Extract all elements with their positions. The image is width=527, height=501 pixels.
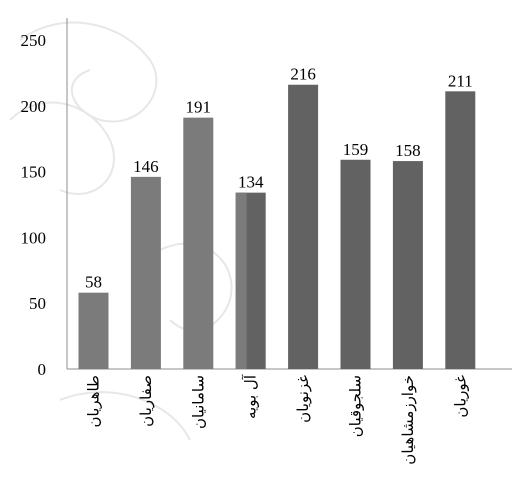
- bar: [288, 84, 319, 369]
- category-label: صفاریان: [137, 375, 155, 427]
- category-label: خوارزمشاهیان: [399, 375, 417, 465]
- bar: [130, 176, 161, 369]
- category-label: سلجوقیان: [347, 375, 365, 437]
- y-tick-label: 0: [38, 360, 47, 379]
- category-label-group: سامانیان: [189, 375, 207, 429]
- data-label: 158: [395, 141, 421, 160]
- category-label-group: طاهریان: [85, 375, 103, 427]
- y-tick-label: 200: [21, 97, 47, 116]
- y-tick-label: 150: [21, 163, 47, 182]
- data-label: 216: [290, 65, 316, 84]
- category-label: غوریان: [451, 375, 469, 418]
- bar-highlight: [235, 192, 247, 369]
- category-label: غزنویان: [294, 375, 312, 423]
- data-label: 159: [343, 140, 369, 159]
- category-label-group: غوریان: [451, 375, 469, 418]
- y-tick-label: 250: [21, 31, 47, 50]
- bar: [78, 292, 109, 369]
- data-label: 211: [448, 71, 473, 90]
- data-label: 146: [133, 157, 159, 176]
- bar: [392, 161, 423, 369]
- category-label: سامانیان: [189, 375, 207, 429]
- bar: [445, 91, 476, 369]
- bars: [78, 84, 476, 369]
- category-labels: طاهریان صفاریان سامانیان آل بویه غزنویان سلجو…: [85, 374, 470, 465]
- data-label: 58: [85, 273, 102, 292]
- category-label: آل بویه: [242, 374, 260, 419]
- y-tick-label: 50: [29, 294, 46, 313]
- category-label-group: صفاریان: [137, 375, 155, 427]
- y-axis-ticks: 0 50 100 150 200 250: [21, 31, 47, 379]
- bar: [183, 117, 214, 369]
- category-label: طاهریان: [85, 375, 103, 427]
- data-labels: 58 146 191 134 216 159 158 211: [85, 65, 473, 292]
- y-tick-label: 100: [21, 228, 47, 247]
- category-label-group: آل بویه: [242, 374, 260, 419]
- bar: [340, 159, 371, 369]
- category-label-group: غزنویان: [294, 375, 312, 423]
- category-label-group: سلجوقیان: [347, 375, 365, 437]
- data-label: 134: [238, 173, 264, 192]
- category-label-group: خوارزمشاهیان: [399, 375, 417, 465]
- data-label: 191: [186, 98, 212, 117]
